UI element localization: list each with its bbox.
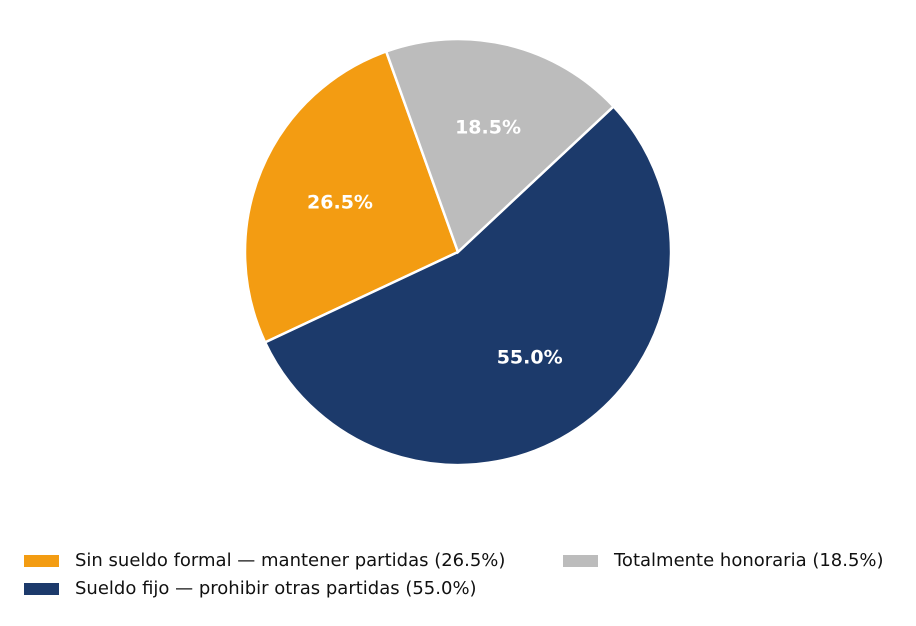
pie-slice (263, 104, 673, 467)
legend-swatch (24, 555, 59, 567)
pie-slice (243, 49, 460, 345)
pie-slice (384, 37, 616, 255)
value-label: 18.5% (455, 116, 521, 138)
legend-swatch (24, 583, 59, 595)
legend-swatch (563, 555, 598, 567)
legend-label: Totalmente honoraria (18.5%) (613, 550, 884, 571)
value-label: 55.0% (497, 346, 563, 368)
value-label: 26.5% (307, 191, 373, 213)
legend-label: Sin sueldo formal — mantener partidas (2… (75, 550, 505, 571)
legend-label: Sueldo fijo — prohibir otras partidas (5… (75, 578, 477, 599)
